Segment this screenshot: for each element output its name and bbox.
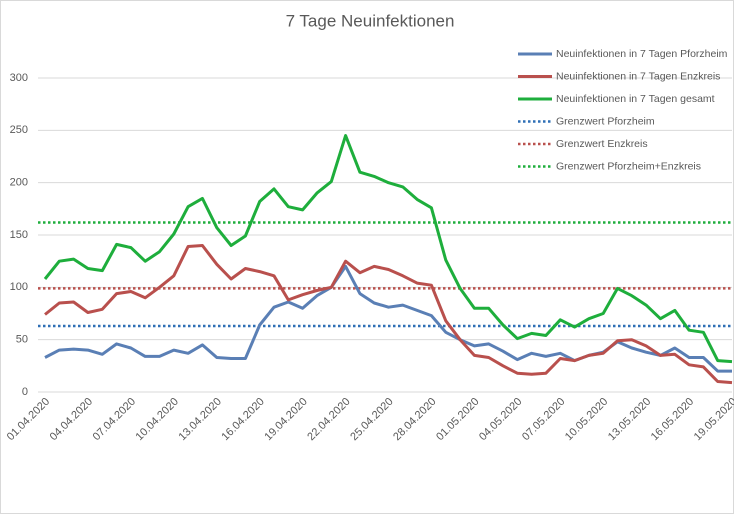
legend-item: Neuinfektionen in 7 Tagen Pforzheim xyxy=(518,48,728,60)
y-tick-label: 300 xyxy=(10,72,28,84)
y-tick-label: 0 xyxy=(22,386,28,398)
series-line xyxy=(44,244,733,385)
legend-label: Neuinfektionen in 7 Tagen gesamt xyxy=(556,93,715,105)
y-tick-label: 250 xyxy=(10,124,28,136)
legend-label: Grenzwert Enzkreis xyxy=(556,138,648,150)
legend-item: Neuinfektionen in 7 Tagen Enzkreis xyxy=(518,70,720,82)
y-tick-label: 200 xyxy=(10,177,28,189)
legend-item: Grenzwert Pforzheim+Enzkreis xyxy=(518,160,701,172)
legend-label: Neuinfektionen in 7 Tagen Pforzheim xyxy=(556,48,728,60)
chart-title: 7 Tage Neuinfektionen xyxy=(286,11,455,30)
y-tick-label: 50 xyxy=(16,334,28,346)
legend-label: Grenzwert Pforzheim xyxy=(556,115,655,127)
series-line xyxy=(43,134,733,364)
legend-item: Neuinfektionen in 7 Tagen gesamt xyxy=(518,93,715,105)
y-tick-label: 150 xyxy=(10,229,28,241)
legend-label: Neuinfektionen in 7 Tagen Enzkreis xyxy=(556,70,720,82)
legend-item: Grenzwert Pforzheim xyxy=(518,115,655,127)
legend-label: Grenzwert Pforzheim+Enzkreis xyxy=(556,160,701,172)
legend-item: Grenzwert Enzkreis xyxy=(518,138,648,150)
y-tick-label: 100 xyxy=(10,281,28,293)
